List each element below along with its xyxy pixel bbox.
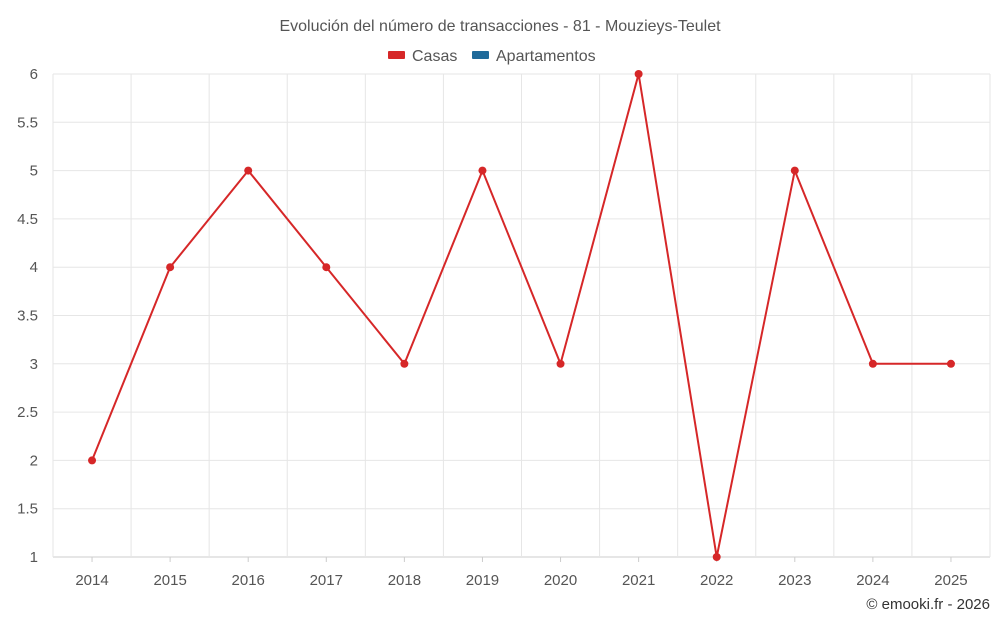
x-tick-label: 2020 <box>544 572 577 589</box>
data-point-casas[interactable] <box>946 359 955 368</box>
y-tick-label: 1.5 <box>17 501 38 518</box>
x-axis-ticks: 2014 2015 2016 2017 2018 2019 2020 2021 2022 2023… <box>75 557 968 589</box>
x-tick-label: 2023 <box>778 572 811 589</box>
credit-text: © emooki.fr - 2026 <box>866 596 990 613</box>
data-point-casas[interactable] <box>790 166 799 175</box>
grid <box>52 73 991 558</box>
x-tick-label: 2016 <box>232 572 265 589</box>
chart-title: Evolución del número de transacciones - … <box>279 18 721 35</box>
data-point-casas[interactable] <box>634 70 643 78</box>
data-point-casas[interactable] <box>244 166 253 175</box>
legend-label-casas: Casas <box>412 48 457 65</box>
x-tick-label: 2025 <box>934 572 967 589</box>
x-tick-label: 2014 <box>75 572 108 589</box>
legend-item-apartamentos[interactable]: Apartamentos <box>472 48 596 65</box>
y-tick-label: 5 <box>30 163 38 180</box>
data-point-casas[interactable] <box>712 553 721 561</box>
y-tick-label: 4 <box>30 259 38 276</box>
y-tick-label: 3.5 <box>17 308 38 325</box>
x-tick-label: 2021 <box>622 572 655 589</box>
y-tick-label: 6 <box>30 66 38 83</box>
legend-item-casas[interactable]: Casas <box>388 48 457 65</box>
y-tick-label: 4.5 <box>17 211 38 228</box>
x-tick-label: 2017 <box>310 572 343 589</box>
x-tick-label: 2019 <box>466 572 499 589</box>
y-tick-label: 3 <box>30 356 38 373</box>
y-tick-label: 5.5 <box>17 114 38 131</box>
data-point-casas[interactable] <box>868 359 877 368</box>
y-axis-ticks: 1 1.5 2 2.5 3 3.5 4 4.5 5 5.5 6 <box>17 66 38 566</box>
data-point-casas[interactable] <box>478 166 487 175</box>
x-tick-label: 2022 <box>700 572 733 589</box>
x-tick-label: 2018 <box>388 572 421 589</box>
y-tick-label: 1 <box>30 549 38 566</box>
x-tick-label: 2024 <box>856 572 889 589</box>
legend-label-apartamentos: Apartamentos <box>496 48 596 65</box>
series-line-casas <box>91 73 951 558</box>
data-point-casas[interactable] <box>556 359 565 368</box>
legend-swatch-apartamentos <box>472 51 489 59</box>
data-point-casas[interactable] <box>88 456 97 465</box>
y-tick-label: 2 <box>30 452 38 469</box>
x-tick-label: 2015 <box>153 572 186 589</box>
legend: Casas Apartamentos <box>388 48 596 65</box>
y-tick-label: 2.5 <box>17 404 38 421</box>
data-point-casas[interactable] <box>166 263 175 272</box>
legend-swatch-casas <box>388 51 405 59</box>
series-group <box>88 70 955 561</box>
data-point-casas[interactable] <box>322 263 331 272</box>
data-point-casas[interactable] <box>400 359 409 368</box>
